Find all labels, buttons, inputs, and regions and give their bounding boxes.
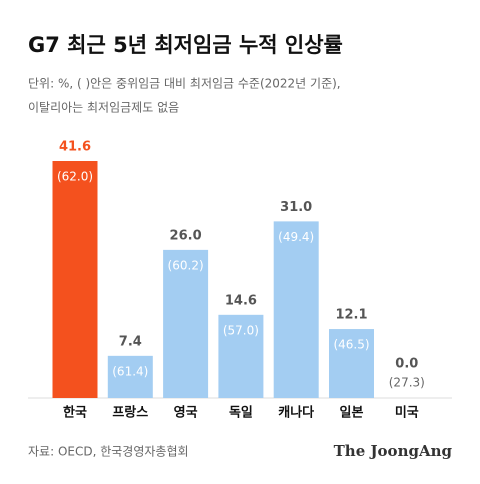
bar xyxy=(107,355,153,398)
x-tick-label: 한국 xyxy=(63,405,87,421)
ratio-label: (46.5) xyxy=(333,338,369,352)
value-label: 41.6 xyxy=(59,140,91,155)
value-label: 26.0 xyxy=(170,228,202,243)
x-tick-label: 영국 xyxy=(174,406,198,421)
value-label: 14.6 xyxy=(225,293,257,308)
source: 자료: OECD, 한국경영자총협회 xyxy=(28,445,189,459)
bar xyxy=(273,221,319,398)
ratio-label: (61.4) xyxy=(112,364,148,378)
subtitle: 단위: %, ( )안은 중위임금 대비 최저임금 수준(2022년 기준), xyxy=(28,77,341,91)
bar xyxy=(329,329,374,398)
x-tick-label: 프랑스 xyxy=(112,406,148,421)
ratio-label: (27.3) xyxy=(389,376,425,390)
bar xyxy=(163,249,209,398)
value-label: 31.0 xyxy=(280,200,312,215)
ratio-label: (49.4) xyxy=(278,230,314,244)
x-tick-label: 미국 xyxy=(395,405,419,421)
chart-title: G7 최근 5년 최저임금 누적 인상률 xyxy=(28,33,343,57)
bar xyxy=(218,314,264,398)
x-tick-label: 캐나다 xyxy=(278,405,314,421)
ratio-label: (60.2) xyxy=(168,258,204,272)
ratio-label: (57.0) xyxy=(223,323,259,337)
value-label: 12.1 xyxy=(335,308,367,323)
value-label: 0.0 xyxy=(395,357,418,372)
x-tick-label: 일본 xyxy=(340,406,364,421)
ratio-label: (62.0) xyxy=(57,170,93,184)
x-tick-label: 독일 xyxy=(229,406,253,421)
brand: The JoongAng xyxy=(334,442,453,460)
value-label: 7.4 xyxy=(119,334,142,349)
subtitle: 이탈리아는 최저임금제도 없음 xyxy=(28,101,179,115)
bar xyxy=(52,161,98,398)
